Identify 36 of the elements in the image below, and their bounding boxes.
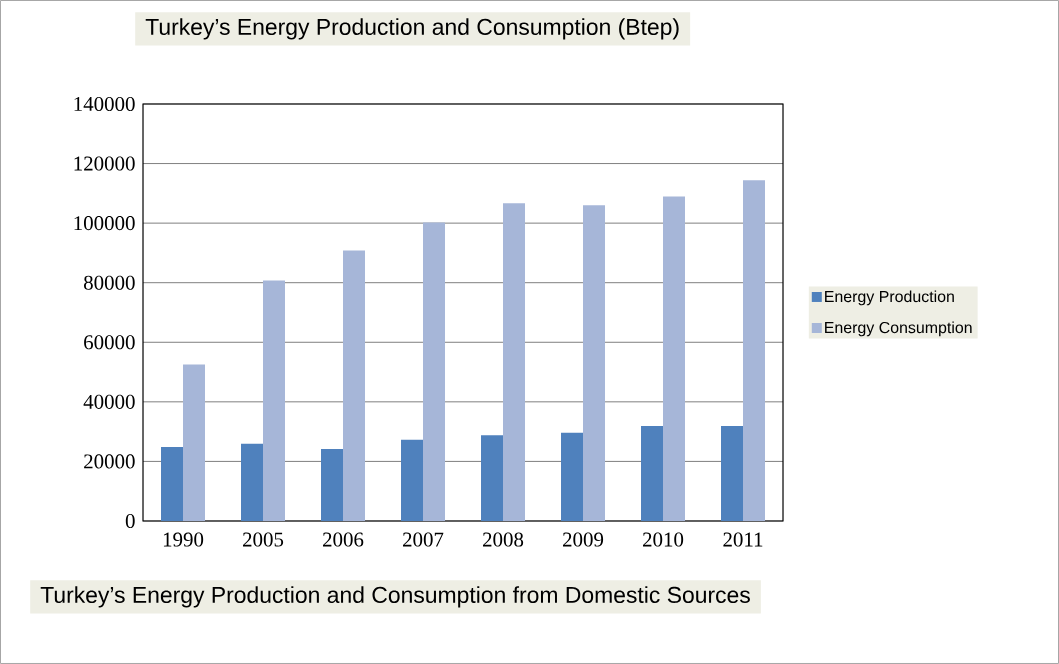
bar	[721, 425, 744, 521]
text: Turkey’s Energy Production and Consumption from Domestic Sources	[40, 586, 750, 608]
bar	[241, 443, 264, 521]
x-tick-label: 2010	[643, 532, 684, 547]
y-tick-label: 60000	[84, 335, 135, 350]
x-tick-label: 2005	[243, 532, 284, 547]
bar	[183, 364, 206, 521]
bar	[561, 432, 584, 521]
bar	[343, 250, 366, 521]
bar	[743, 180, 766, 521]
x-tick-label: 2008	[483, 532, 524, 547]
y-tick-label: 20000	[84, 454, 135, 469]
y-tick-label: 100000	[74, 216, 135, 231]
bar	[321, 448, 344, 521]
bar	[263, 280, 286, 521]
bar	[401, 439, 424, 521]
x-tick-label: 2006	[323, 532, 364, 547]
legend-label: Energy Production	[825, 290, 954, 306]
x-tick-label: 2011	[723, 532, 763, 547]
bar	[161, 447, 184, 521]
bar	[503, 203, 526, 521]
y-tick-label: 40000	[83, 394, 135, 409]
legend-label: Energy Consumption	[825, 321, 972, 337]
bar	[663, 196, 686, 521]
y-tick-label: 120000	[74, 156, 135, 171]
bar	[641, 425, 664, 521]
bar	[423, 222, 446, 521]
x-tick-label: 2009	[563, 532, 604, 547]
bar	[481, 435, 504, 521]
x-tick-label: 2007	[403, 532, 444, 547]
y-tick-label: 0	[125, 513, 135, 529]
y-tick-label: 140000	[74, 96, 135, 112]
chart-title: Turkey’s Energy Production and Consumption (Btep)	[145, 18, 679, 40]
x-tick-label: 1990	[163, 532, 204, 547]
y-tick-label: 80000	[83, 275, 135, 290]
bar	[583, 205, 606, 521]
